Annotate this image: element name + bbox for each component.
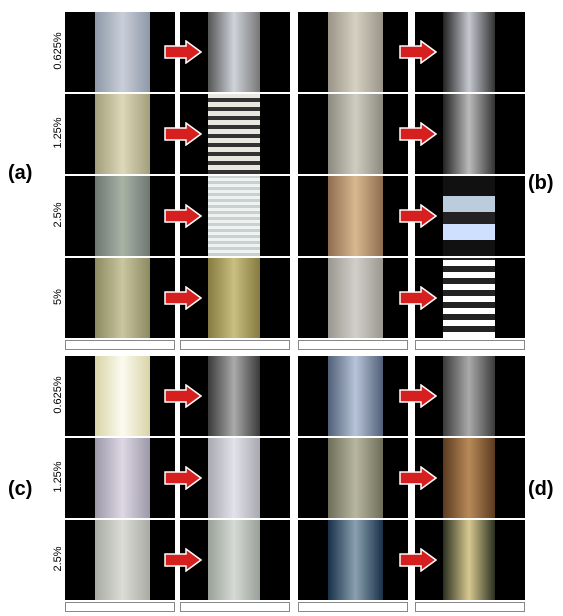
fiber [95, 176, 150, 256]
micrograph [65, 12, 175, 92]
fiber [443, 258, 495, 338]
fiber [443, 520, 495, 600]
fiber [328, 438, 383, 518]
panel-label: (d) [528, 478, 554, 501]
fiber [443, 12, 495, 92]
fiber [443, 356, 495, 436]
figure: (a) (b) (c) (d) 0.625% 1.25% 2.5% 5% 0.625% 1… [0, 0, 563, 616]
panel-label: (a) [8, 162, 32, 185]
fiber [95, 520, 150, 600]
scale-strip [298, 602, 408, 612]
scale-strip [180, 340, 290, 350]
fiber [95, 438, 150, 518]
arrow [164, 548, 202, 572]
fiber [208, 176, 260, 256]
fiber [95, 94, 150, 174]
micrograph [298, 438, 408, 518]
fiber [208, 520, 260, 600]
micrograph [65, 520, 175, 600]
micrograph [65, 94, 175, 174]
scale-strip [298, 340, 408, 350]
micrograph [298, 176, 408, 256]
fiber [208, 438, 260, 518]
arrow [164, 40, 202, 64]
fiber [208, 258, 260, 338]
panel-label: (c) [8, 478, 32, 501]
fiber [328, 356, 383, 436]
fiber [328, 176, 383, 256]
row-label: 1.25% [52, 447, 64, 507]
fiber [328, 520, 383, 600]
scale-strip [65, 340, 175, 350]
row-label: 0.625% [52, 365, 64, 425]
micrograph [65, 258, 175, 338]
arrow [399, 122, 437, 146]
fiber [443, 438, 495, 518]
micrograph [65, 356, 175, 436]
arrow [164, 204, 202, 228]
arrow [399, 548, 437, 572]
scale-strip [415, 340, 525, 350]
arrow [164, 466, 202, 490]
arrow [399, 384, 437, 408]
row-label: 5% [52, 267, 64, 327]
micrograph [298, 258, 408, 338]
micrograph [65, 438, 175, 518]
fiber [208, 94, 260, 174]
row-label: 2.5% [52, 185, 64, 245]
arrow [399, 40, 437, 64]
fiber [328, 94, 383, 174]
micrograph [298, 520, 408, 600]
fiber [443, 176, 495, 256]
micrograph [298, 356, 408, 436]
scale-strip [415, 602, 525, 612]
fiber [328, 258, 383, 338]
row-label: 1.25% [52, 103, 64, 163]
panel-label: (b) [528, 172, 554, 195]
fiber [95, 356, 150, 436]
fiber [443, 94, 495, 174]
fiber [208, 12, 260, 92]
arrow [399, 466, 437, 490]
scale-strip [65, 602, 175, 612]
row-label: 0.625% [52, 21, 64, 81]
fiber [95, 12, 150, 92]
fiber [95, 258, 150, 338]
fiber [208, 356, 260, 436]
fiber [328, 12, 383, 92]
row-label: 2.5% [52, 529, 64, 589]
arrow [399, 286, 437, 310]
micrograph [65, 176, 175, 256]
arrow [164, 122, 202, 146]
arrow [164, 384, 202, 408]
micrograph [298, 12, 408, 92]
scale-strip [180, 602, 290, 612]
micrograph [298, 94, 408, 174]
arrow [399, 204, 437, 228]
arrow [164, 286, 202, 310]
